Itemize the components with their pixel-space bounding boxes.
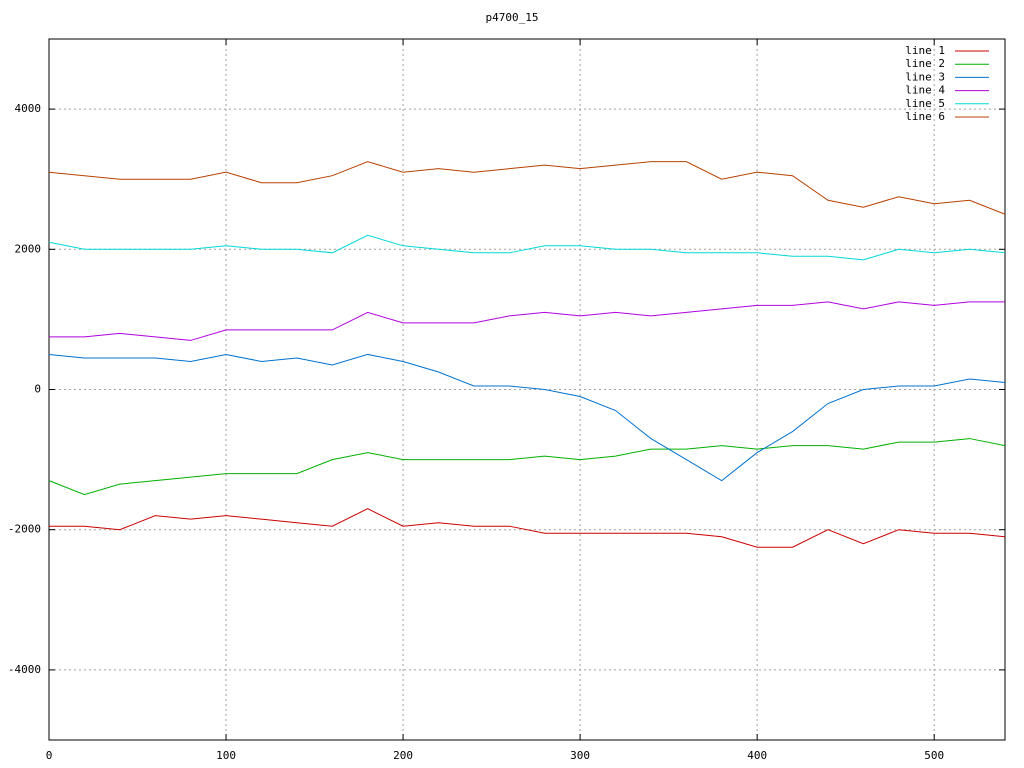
legend-label: line 2: [905, 57, 945, 70]
chart-title: p4700_15: [486, 11, 539, 24]
series-line: [49, 508, 1006, 548]
series-line: [48, 353, 1006, 482]
series-line: [48, 161, 1006, 215]
x-tick-label: 300: [570, 749, 590, 762]
plot-border: [48, 38, 1006, 741]
series-line: [48, 438, 1006, 496]
y-tick-label: 0: [34, 383, 41, 396]
y-tick-label: 4000: [15, 102, 42, 115]
legend-label: line 3: [905, 70, 945, 83]
legend-label: line 5: [905, 97, 945, 110]
series-line: [49, 301, 1005, 341]
x-tick-label: 0: [46, 749, 53, 762]
y-tick-label: 2000: [15, 242, 42, 255]
x-tick-label: 500: [924, 749, 944, 762]
x-tick-label: 400: [747, 749, 767, 762]
y-tick-label: -4000: [8, 663, 41, 676]
legend-label: line 6: [905, 110, 945, 123]
y-tick-label: -2000: [8, 523, 41, 536]
x-tick-label: 100: [216, 749, 236, 762]
legend-label: line 1: [905, 44, 945, 57]
legend-label: line 4: [905, 84, 945, 97]
series-line: [48, 234, 1006, 261]
x-tick-label: 200: [393, 749, 413, 762]
